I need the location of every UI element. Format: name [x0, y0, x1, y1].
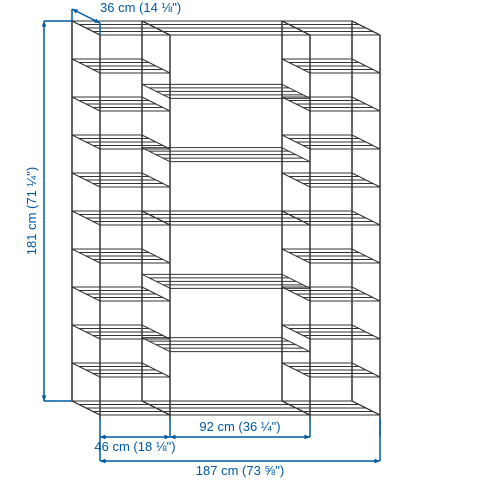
dim-left-width: 46 cm (18 ⅛") — [94, 439, 175, 454]
dim-total-width: 187 cm (73 ⅝") — [196, 463, 284, 478]
shelving-unit — [72, 21, 380, 420]
dim-height: 181 cm (71 ¼") — [24, 167, 39, 255]
dim-depth: 36 cm (14 ⅛") — [100, 0, 181, 15]
dim-mid-width: 92 cm (36 ¼") — [199, 419, 280, 434]
dimension-annotations: 36 cm (14 ⅛") 181 cm (71 ¼") 46 cm (18 ⅛")… — [24, 0, 380, 478]
